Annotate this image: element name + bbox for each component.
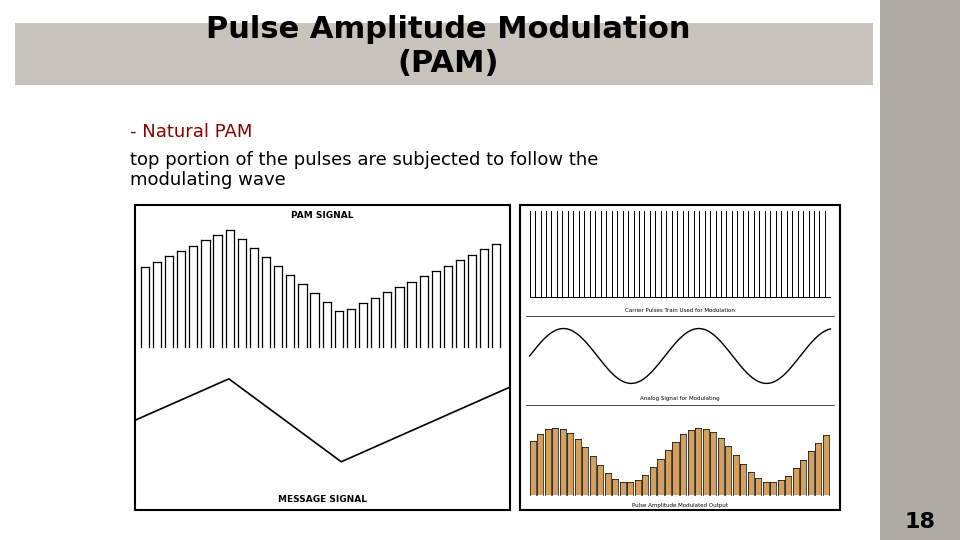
- Text: - Natural PAM: - Natural PAM: [130, 123, 252, 141]
- Text: 18: 18: [904, 512, 935, 532]
- Text: Analog Signal for Modulating: Analog Signal for Modulating: [640, 396, 720, 401]
- Text: top portion of the pulses are subjected to follow the: top portion of the pulses are subjected …: [130, 151, 598, 169]
- Text: Pulse Amplitude Modulated Output: Pulse Amplitude Modulated Output: [632, 503, 728, 508]
- Bar: [520, 205, 840, 510]
- Bar: [135, 205, 510, 510]
- Text: PAM SIGNAL: PAM SIGNAL: [291, 211, 353, 220]
- Text: Pulse Amplitude Modulation: Pulse Amplitude Modulation: [205, 16, 690, 44]
- Bar: [880, 0, 960, 540]
- Text: (PAM): (PAM): [397, 50, 499, 78]
- Text: modulating wave: modulating wave: [130, 171, 286, 189]
- Bar: [15, 23, 873, 85]
- Text: MESSAGE SIGNAL: MESSAGE SIGNAL: [278, 495, 367, 504]
- Text: Carrier Pulses Train Used for Modulation: Carrier Pulses Train Used for Modulation: [625, 308, 735, 313]
